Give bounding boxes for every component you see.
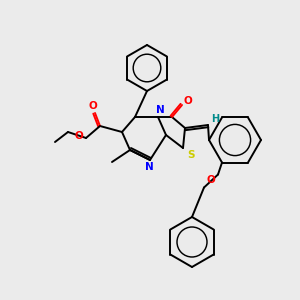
Text: H: H (211, 114, 219, 124)
Text: N: N (145, 162, 153, 172)
Text: O: O (184, 96, 192, 106)
Text: O: O (75, 131, 83, 141)
Text: S: S (187, 150, 195, 160)
Text: N: N (156, 105, 164, 115)
Text: O: O (207, 175, 215, 184)
Text: O: O (88, 101, 98, 111)
